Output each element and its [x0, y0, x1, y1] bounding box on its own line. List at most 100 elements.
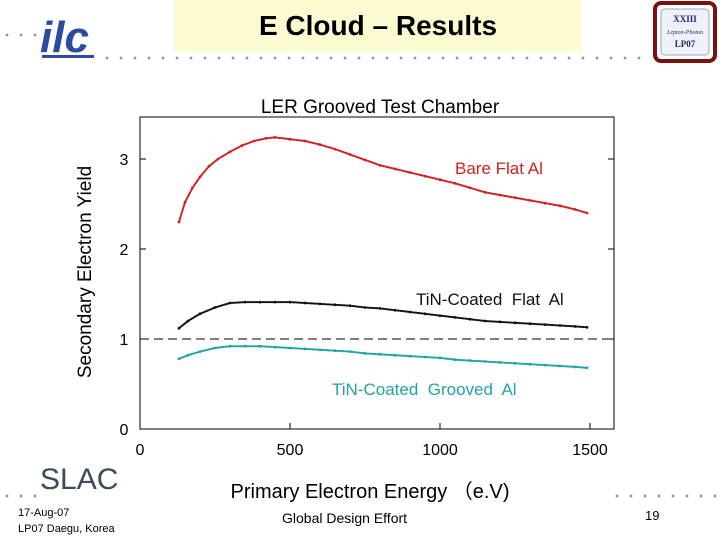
data-point — [264, 136, 268, 140]
footer-dotted-rule-left — [0, 494, 42, 498]
data-point — [573, 208, 577, 211]
data-point — [408, 310, 412, 314]
data-point — [378, 352, 382, 356]
data-point — [258, 300, 262, 304]
y-axis-label: Secondary Electron Yield — [75, 166, 96, 378]
y-tick-label: 0 — [120, 422, 129, 439]
y-tick-label: 1 — [120, 332, 129, 349]
slide-title: E Cloud – Results — [258, 10, 498, 41]
series-label-1: TiN-Coated Flat Al — [416, 290, 564, 309]
ilc-logo: ilc — [40, 13, 94, 62]
data-point — [483, 190, 487, 194]
data-point — [318, 348, 322, 352]
data-point — [303, 139, 307, 143]
data-point — [528, 322, 532, 326]
data-point — [528, 362, 532, 366]
data-point — [438, 178, 442, 182]
data-point — [198, 175, 202, 179]
data-point — [228, 150, 232, 154]
data-point — [453, 181, 457, 185]
data-point — [408, 171, 412, 174]
data-point — [318, 143, 322, 147]
data-point — [453, 316, 457, 319]
header-dotted-rule — [100, 56, 652, 60]
data-point — [363, 158, 367, 162]
header-dotted-rule-left — [0, 33, 40, 37]
data-point — [378, 307, 382, 310]
data-point — [177, 357, 181, 361]
data-point — [213, 346, 217, 350]
x-tick-label: 0 — [136, 442, 145, 459]
series-line — [178, 136, 588, 223]
data-point — [423, 174, 427, 178]
y-tick-label: 2 — [120, 242, 129, 259]
data-point — [288, 137, 292, 141]
series-1 — [177, 300, 589, 330]
data-point — [348, 153, 352, 156]
series-layer — [177, 136, 589, 370]
data-point — [186, 353, 190, 357]
data-point — [243, 344, 247, 348]
data-point — [318, 302, 322, 306]
seal-line-2: Lepton-Photon — [666, 30, 703, 36]
data-point — [513, 361, 517, 365]
data-point — [258, 344, 262, 348]
series-label-2: TiN-Coated Grooved Al — [332, 380, 517, 399]
data-point — [273, 345, 277, 349]
footer-venue: LP07 Daegu, Korea — [18, 523, 115, 535]
data-point — [558, 324, 562, 327]
data-point — [438, 356, 442, 360]
data-point — [363, 306, 367, 309]
data-point — [543, 201, 547, 205]
y-tick-label: 3 — [120, 152, 129, 169]
data-point — [513, 321, 517, 325]
data-point — [513, 196, 517, 200]
data-point — [438, 314, 442, 317]
lp07-seal: XXIII Lepton-Photon LP07 — [653, 1, 717, 63]
data-point — [186, 319, 190, 323]
data-point — [243, 300, 247, 304]
plot-frame — [139, 116, 615, 430]
data-point — [408, 354, 412, 358]
ticks-layer: 0 1 2 3 0 500 1000 1500 — [120, 152, 614, 459]
data-point — [333, 349, 337, 353]
data-point — [191, 186, 194, 190]
series-labels-layer: Bare Flat Al TiN-Coated Flat Al TiN-Coated… — [332, 159, 564, 399]
data-point — [288, 346, 292, 350]
data-point — [543, 323, 547, 326]
data-point — [333, 303, 337, 307]
data-point — [228, 344, 232, 348]
series-label-0: Bare Flat Al — [455, 159, 543, 178]
data-point — [228, 301, 232, 305]
data-point — [303, 347, 307, 351]
data-point — [498, 193, 502, 197]
data-point — [177, 326, 181, 330]
data-point — [423, 355, 427, 359]
title-box: E Cloud – Results — [174, 0, 582, 52]
data-point — [198, 312, 202, 316]
data-point — [543, 363, 547, 367]
data-point — [585, 325, 589, 329]
data-point — [183, 200, 187, 204]
series-0 — [177, 136, 589, 224]
data-point — [273, 136, 277, 139]
data-point — [585, 211, 589, 215]
data-point — [273, 300, 277, 304]
data-point — [348, 304, 352, 308]
data-point — [453, 358, 457, 362]
footer-date: 17-Aug-07 — [18, 507, 70, 519]
data-point — [216, 157, 220, 161]
footer-dotted-rule-right — [610, 494, 720, 498]
data-point — [498, 320, 502, 324]
data-point — [393, 167, 397, 171]
data-point — [333, 147, 337, 151]
x-tick-label: 1500 — [572, 442, 608, 459]
x-axis-label: Primary Electron Energy （e.V) — [231, 480, 510, 503]
data-point — [252, 139, 256, 143]
chart-title: LER Grooved Test Chamber — [261, 97, 500, 118]
series-2 — [177, 344, 589, 370]
ilc-logo-text: ilc — [40, 13, 89, 62]
seal-line-1: XXIII — [673, 14, 697, 24]
data-point — [288, 300, 292, 304]
data-point — [177, 220, 181, 224]
